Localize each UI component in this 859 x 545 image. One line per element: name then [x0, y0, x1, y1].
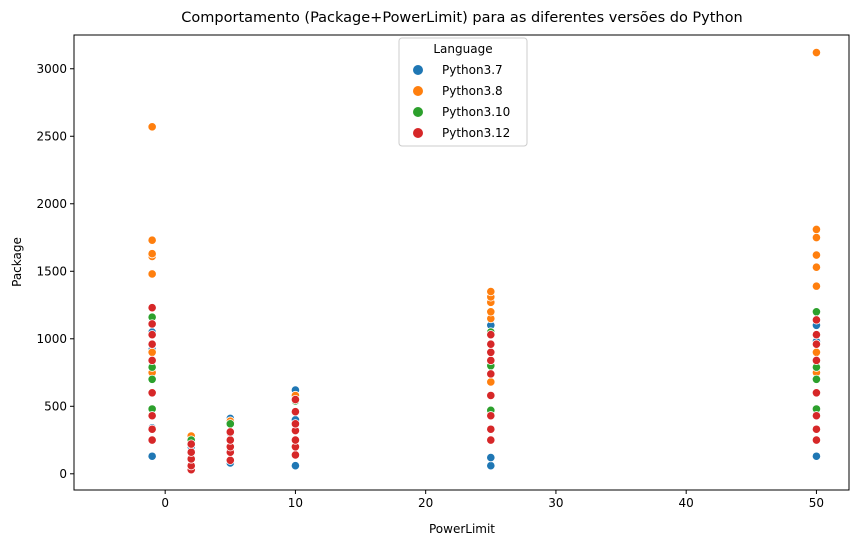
point-python3-10 — [811, 307, 822, 317]
point-python3-12 — [811, 315, 822, 325]
point-python3-7 — [147, 451, 157, 461]
point-python3-12 — [486, 347, 496, 357]
point-python3-12 — [290, 435, 301, 445]
point-python3-12 — [290, 419, 301, 429]
x-tick-label: 20 — [418, 496, 433, 510]
y-axis-label: Package — [10, 237, 24, 287]
point-python3-8 — [811, 262, 822, 272]
plot-area — [73, 34, 850, 491]
legend-entry: Python3.8 — [442, 84, 503, 98]
point-python3-12 — [811, 435, 822, 445]
point-python3-12 — [290, 450, 301, 460]
point-python3-12 — [147, 355, 157, 365]
point-python3-7 — [290, 461, 301, 471]
point-python3-8 — [147, 122, 157, 132]
x-tick-label: 40 — [679, 496, 694, 510]
point-python3-12 — [486, 424, 496, 434]
point-python3-12 — [225, 455, 235, 465]
y-tick-label: 1500 — [36, 264, 67, 278]
chart-title: Comportamento (Package+PowerLimit) para … — [181, 10, 742, 26]
point-python3-8 — [486, 286, 496, 297]
point-python3-12 — [486, 355, 496, 365]
data-points — [147, 47, 822, 475]
point-python3-7 — [486, 461, 496, 471]
point-python3-10 — [225, 419, 235, 429]
point-python3-12 — [290, 394, 301, 405]
point-python3-8 — [486, 307, 496, 317]
legend-marker — [413, 107, 423, 117]
point-python3-12 — [147, 330, 157, 340]
point-python3-12 — [486, 411, 496, 421]
point-python3-12 — [186, 439, 196, 449]
point-python3-12 — [811, 355, 822, 365]
legend-marker — [413, 86, 423, 96]
point-python3-10 — [147, 374, 157, 384]
y-tick-label: 2500 — [36, 129, 67, 143]
legend: Language Python3.7 Python3.8 Python3.10 Pyt… — [398, 37, 528, 147]
x-tick-label: 30 — [548, 496, 563, 510]
x-tick-label: 10 — [288, 496, 303, 510]
legend-title: Language — [433, 42, 492, 56]
point-python3-8 — [147, 235, 157, 245]
point-python3-12 — [486, 390, 496, 401]
y-axis: 0 500 1000 1500 2000 2500 3000 — [36, 62, 74, 481]
point-python3-12 — [147, 388, 157, 398]
point-python3-12 — [290, 407, 301, 417]
point-python3-12 — [147, 435, 157, 445]
y-tick-label: 1000 — [36, 332, 67, 346]
point-python3-8 — [147, 269, 157, 279]
point-python3-8 — [811, 232, 822, 243]
legend-entry: Python3.12 — [442, 126, 510, 140]
point-python3-12 — [811, 330, 822, 340]
point-python3-8 — [811, 224, 822, 235]
point-python3-12 — [147, 303, 157, 313]
point-python3-12 — [147, 339, 157, 349]
point-python3-12 — [225, 427, 235, 437]
point-python3-8 — [147, 347, 157, 357]
point-python3-12 — [486, 330, 496, 340]
point-python3-12 — [811, 411, 822, 421]
y-tick-label: 0 — [59, 467, 67, 481]
point-python3-10 — [811, 374, 822, 384]
point-python3-12 — [811, 339, 822, 349]
point-python3-8 — [811, 347, 822, 357]
legend-marker — [413, 65, 423, 75]
point-python3-12 — [486, 339, 496, 349]
point-python3-7 — [486, 452, 496, 463]
point-python3-12 — [486, 369, 496, 379]
x-axis: 0 10 20 30 40 50 — [161, 490, 824, 510]
point-python3-12 — [811, 388, 822, 398]
x-axis-label: PowerLimit — [429, 522, 495, 536]
x-tick-label: 0 — [161, 496, 169, 510]
y-tick-label: 2000 — [36, 197, 67, 211]
point-python3-12 — [147, 424, 157, 434]
y-tick-label: 500 — [44, 399, 67, 413]
legend-entry: Python3.10 — [442, 105, 510, 119]
point-python3-8 — [147, 249, 157, 259]
y-tick-label: 3000 — [36, 62, 67, 76]
point-python3-8 — [811, 47, 822, 58]
legend-entry: Python3.7 — [442, 63, 503, 77]
point-python3-12 — [486, 435, 496, 445]
point-python3-12 — [147, 319, 157, 329]
point-python3-12 — [186, 447, 196, 457]
x-tick-label: 50 — [809, 496, 824, 510]
legend-box — [398, 37, 528, 147]
point-python3-12 — [225, 435, 235, 445]
point-python3-8 — [486, 377, 496, 387]
point-python3-8 — [811, 250, 822, 260]
point-python3-7 — [811, 451, 822, 461]
point-python3-12 — [811, 424, 822, 434]
legend-marker — [413, 128, 423, 138]
point-python3-8 — [811, 281, 822, 291]
point-python3-12 — [147, 411, 157, 421]
